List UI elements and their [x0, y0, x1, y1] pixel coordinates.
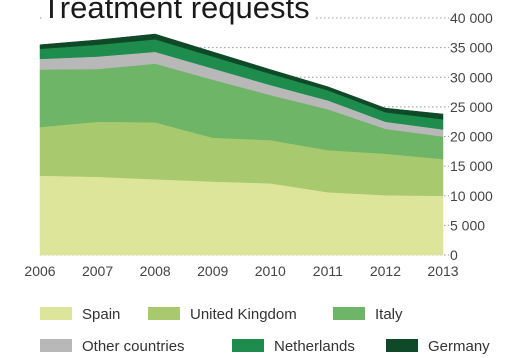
legend-label-other-countries: Other countries — [82, 338, 185, 355]
x-tick-label: 2007 — [82, 263, 113, 279]
x-tick-label: 2009 — [197, 263, 228, 279]
legend-swatch-netherlands — [232, 339, 264, 352]
legend-swatch-italy — [333, 307, 365, 320]
legend-swatch-other-countries — [40, 339, 72, 352]
y-tick-label: 25 000 — [450, 99, 493, 115]
y-tick-label: 20 000 — [450, 129, 493, 145]
y-tick-label: 35 000 — [450, 40, 493, 56]
legend-label-spain: Spain — [82, 306, 120, 323]
legend-label-united-kingdom: United Kingdom — [190, 306, 297, 323]
y-tick-label: 0 — [450, 247, 458, 263]
area-series-layer — [39, 33, 444, 256]
y-tick-label: 5 000 — [450, 217, 485, 233]
x-axis: 2006 2007 2008 2009 2010 2011 2012 2013 — [24, 263, 458, 279]
legend-label-netherlands: Netherlands — [274, 338, 355, 355]
legend-swatch-germany — [386, 339, 418, 352]
legend: Spain United Kingdom Italy Other countries N… — [40, 306, 490, 355]
x-tick-label: 2011 — [313, 263, 343, 279]
x-tick-label: 2008 — [140, 263, 171, 279]
area-series-germany — [39, 33, 444, 120]
x-tick-label: 2012 — [370, 263, 401, 279]
y-tick-label: 40 000 — [450, 10, 493, 26]
chart-title: Treatment requests — [42, 0, 314, 26]
y-tick-label: 30 000 — [450, 69, 493, 85]
legend-swatch-united-kingdom — [148, 307, 180, 320]
legend-label-germany: Germany — [428, 338, 490, 355]
legend-label-italy: Italy — [375, 306, 403, 323]
y-tick-label: 15 000 — [450, 158, 493, 174]
x-tick-label: 2006 — [24, 263, 55, 279]
x-tick-label: 2010 — [255, 263, 286, 279]
y-axis: 0 5 000 10 000 15 000 20 000 25 000 30 000 35 0… — [450, 10, 493, 263]
legend-swatch-spain — [40, 307, 72, 320]
x-tick-label: 2013 — [427, 263, 458, 279]
y-tick-label: 10 000 — [450, 188, 493, 204]
